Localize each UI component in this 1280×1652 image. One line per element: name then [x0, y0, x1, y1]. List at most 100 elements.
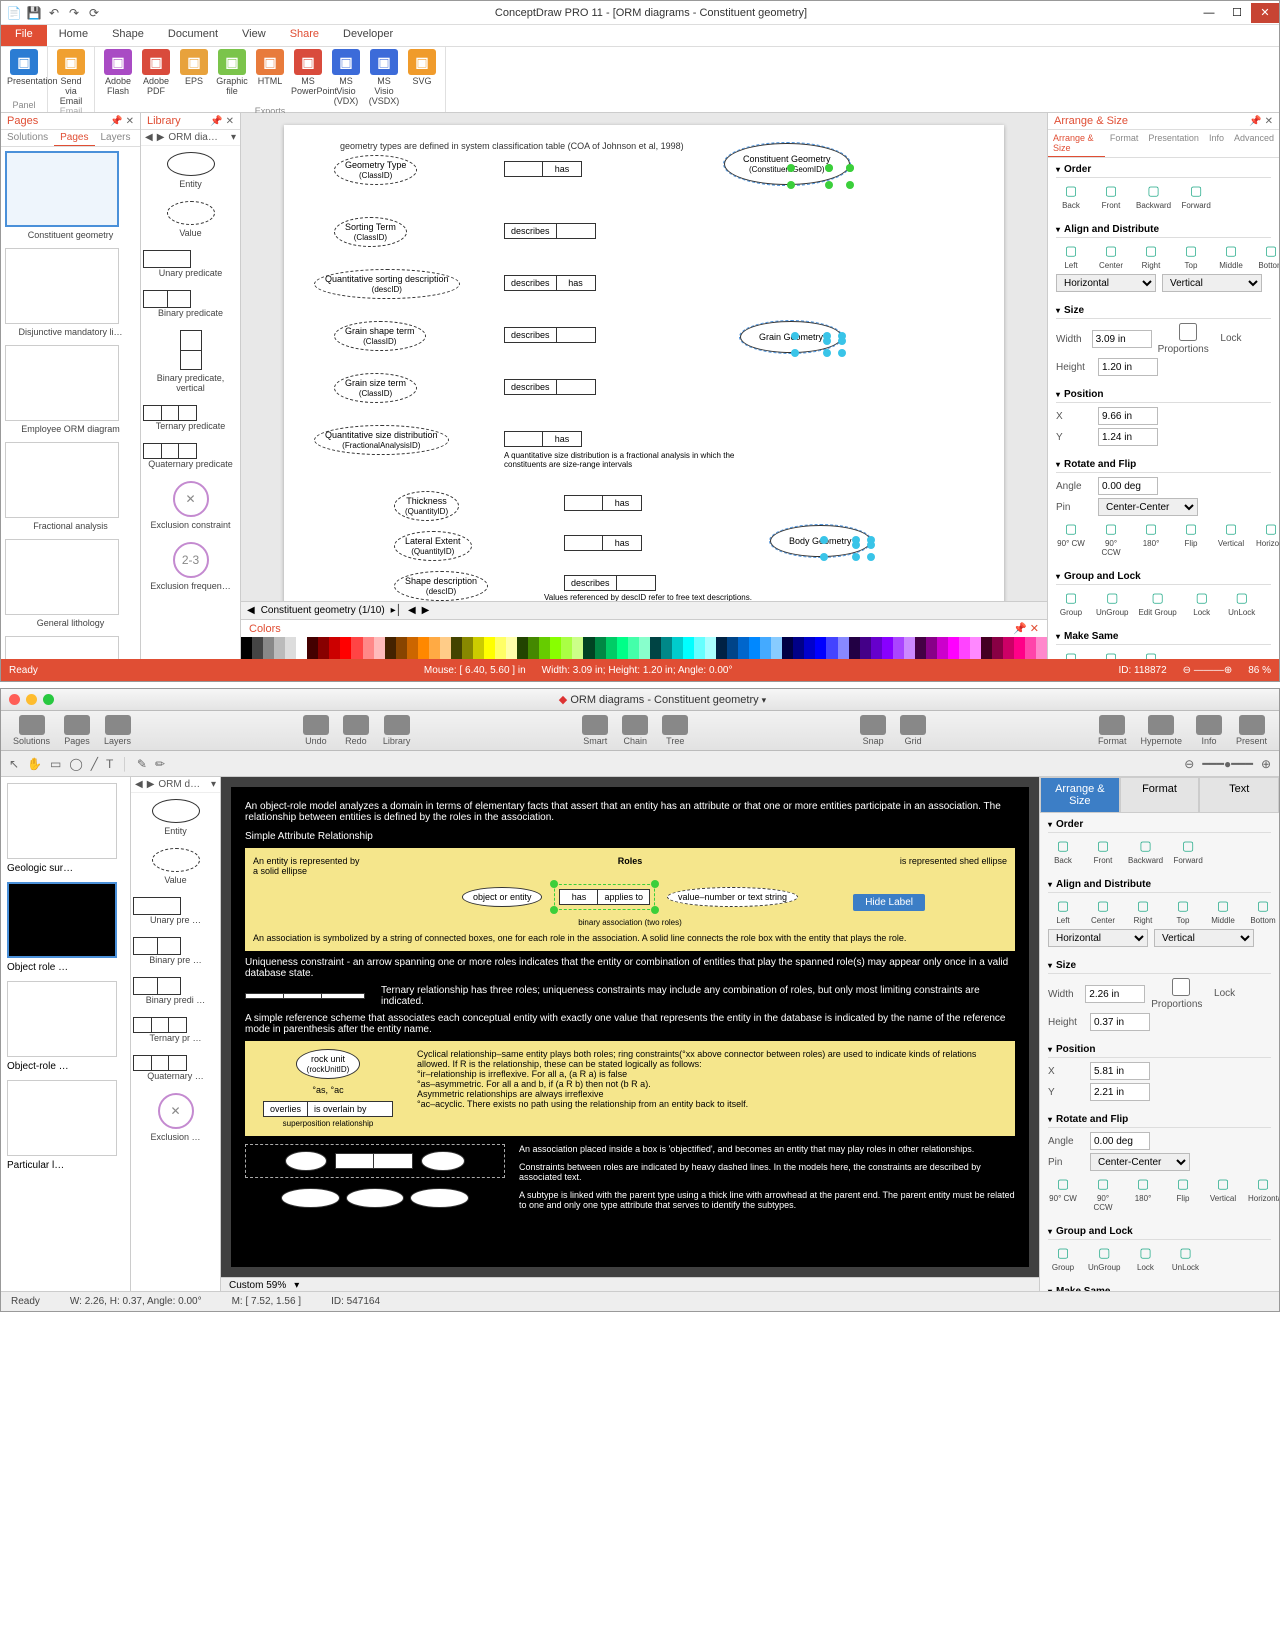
orm-role[interactable]: describeshas: [504, 275, 596, 291]
color-swatch[interactable]: [296, 637, 307, 659]
orm-role[interactable]: describes: [504, 223, 596, 239]
color-swatch[interactable]: [804, 637, 815, 659]
align-h-select[interactable]: Horizontal: [1048, 929, 1148, 947]
ribbon-svg[interactable]: ▣SVG: [405, 49, 439, 106]
prop-bottom[interactable]: ▢Bottom: [1248, 897, 1278, 925]
color-swatch[interactable]: [606, 637, 617, 659]
zoom-in-icon[interactable]: ⊕: [1261, 757, 1271, 771]
color-swatch[interactable]: [407, 637, 418, 659]
orm-role[interactable]: has: [504, 161, 582, 177]
page-thumb[interactable]: Constituent geometry: [5, 151, 136, 240]
color-swatch[interactable]: [285, 637, 296, 659]
library-item[interactable]: Unary pre …: [131, 891, 220, 931]
prop-right[interactable]: ▢Right: [1128, 897, 1158, 925]
color-swatch[interactable]: [815, 637, 826, 659]
orm-entity[interactable]: Geometry Type(ClassID): [334, 155, 417, 185]
color-swatch[interactable]: [1036, 637, 1047, 659]
pencil-tool-icon[interactable]: ✏: [155, 757, 165, 771]
library-crumb[interactable]: ◀▶ORM dia…▾: [141, 130, 240, 146]
toolbar-pages[interactable]: Pages: [60, 715, 94, 746]
page-thumb[interactable]: General lithology: [5, 539, 136, 628]
color-swatch[interactable]: [351, 637, 362, 659]
toolbar-solutions[interactable]: Solutions: [9, 715, 54, 746]
lock-proportions-checkbox[interactable]: [1158, 323, 1218, 341]
cursor-tool-icon[interactable]: ↖: [9, 757, 19, 771]
color-swatch[interactable]: [661, 637, 672, 659]
prop-front[interactable]: ▢Front: [1088, 837, 1118, 865]
library-item[interactable]: Binary predicate: [141, 284, 240, 324]
orm-role[interactable]: describes: [504, 379, 596, 395]
color-swatch[interactable]: [539, 637, 550, 659]
color-swatch[interactable]: [1014, 637, 1025, 659]
color-swatch[interactable]: [572, 637, 583, 659]
color-strip[interactable]: [241, 637, 1047, 659]
mac-dark-page[interactable]: An object-role model analyzes a domain i…: [231, 787, 1029, 1267]
color-swatch[interactable]: [727, 637, 738, 659]
toolbar-format[interactable]: Format: [1094, 715, 1131, 746]
toolbar-undo[interactable]: Undo: [299, 715, 333, 746]
page-thumb[interactable]: Particular l…: [7, 1080, 124, 1171]
ribbon-ms powerpoint[interactable]: ▣MS PowerPoint: [291, 49, 325, 106]
prop-forward[interactable]: ▢Forward: [1181, 182, 1211, 210]
close-button[interactable]: [9, 694, 20, 705]
color-swatch[interactable]: [871, 637, 882, 659]
arrange-tab[interactable]: Presentation: [1143, 130, 1204, 157]
toolbar-present[interactable]: Present: [1232, 715, 1271, 746]
y-input[interactable]: [1098, 428, 1158, 446]
toolbar-snap[interactable]: Snap: [856, 715, 890, 746]
prop-horizontal[interactable]: ▢Horizontal: [1256, 520, 1279, 557]
library-item[interactable]: ✕Exclusion …: [131, 1087, 220, 1148]
prop--[interactable]: ▢180°: [1128, 1175, 1158, 1212]
toolbar-chain[interactable]: Chain: [618, 715, 652, 746]
minimize-button[interactable]: [26, 694, 37, 705]
color-swatch[interactable]: [263, 637, 274, 659]
color-swatch[interactable]: [440, 637, 451, 659]
color-swatch[interactable]: [528, 637, 539, 659]
arrange-tab[interactable]: Info: [1204, 130, 1229, 157]
qat-save-icon[interactable]: 💾: [25, 4, 43, 22]
ribbon-html[interactable]: ▣HTML: [253, 49, 287, 106]
width-input[interactable]: [1092, 330, 1152, 348]
rect-tool-icon[interactable]: ▭: [50, 757, 61, 771]
color-swatch[interactable]: [749, 637, 760, 659]
toolbar-library[interactable]: Library: [379, 715, 415, 746]
color-swatch[interactable]: [672, 637, 683, 659]
library-item[interactable]: Entity: [131, 793, 220, 842]
height-input[interactable]: [1098, 358, 1158, 376]
angle-input[interactable]: [1098, 477, 1158, 495]
prop-flip[interactable]: ▢Flip: [1168, 1175, 1198, 1212]
prop-width[interactable]: ▢Width: [1096, 649, 1126, 659]
zoom-dropdown[interactable]: Custom 59%: [229, 1280, 286, 1291]
library-item[interactable]: Binary predicate, vertical: [141, 324, 240, 399]
prop-flip[interactable]: ▢Flip: [1176, 520, 1206, 557]
prop-group[interactable]: ▢Group: [1048, 1244, 1078, 1272]
color-swatch[interactable]: [793, 637, 804, 659]
color-swatch[interactable]: [948, 637, 959, 659]
color-swatch[interactable]: [959, 637, 970, 659]
color-swatch[interactable]: [495, 637, 506, 659]
prop-size[interactable]: ▢Size: [1056, 649, 1086, 659]
color-swatch[interactable]: [517, 637, 528, 659]
zoom-slider[interactable]: ━━━●━━━: [1202, 757, 1253, 771]
prop-unlock[interactable]: ▢UnLock: [1170, 1244, 1200, 1272]
tab-document[interactable]: Document: [156, 25, 230, 46]
zoom-out-icon[interactable]: ⊖: [1184, 757, 1194, 771]
prop--ccw[interactable]: ▢90° CCW: [1096, 520, 1126, 557]
page-thumb[interactable]: Fractional analysis: [5, 442, 136, 531]
page-thumb[interactable]: Geologic sur…: [7, 783, 124, 874]
prop-vertical[interactable]: ▢Vertical: [1208, 1175, 1238, 1212]
ribbon-presentation[interactable]: ▣Presentation: [7, 49, 41, 86]
prop-backward[interactable]: ▢Backward: [1136, 182, 1171, 210]
qat-refresh-icon[interactable]: ⟳: [85, 4, 103, 22]
library-item[interactable]: Binary predi …: [131, 971, 220, 1011]
orm-entity[interactable]: Quantitative sorting description(descID): [314, 269, 460, 299]
tab-arrange[interactable]: Arrange & Size: [1040, 777, 1120, 813]
orm-entity-selected[interactable]: Grain Geometry: [740, 321, 842, 353]
color-swatch[interactable]: [838, 637, 849, 659]
prop-backward[interactable]: ▢Backward: [1128, 837, 1163, 865]
color-swatch[interactable]: [937, 637, 948, 659]
orm-role[interactable]: describes: [564, 575, 656, 591]
zoom-slider[interactable]: ⊖ ———⊕: [1183, 665, 1233, 676]
color-swatch[interactable]: [462, 637, 473, 659]
toolbar-layers[interactable]: Layers: [100, 715, 135, 746]
